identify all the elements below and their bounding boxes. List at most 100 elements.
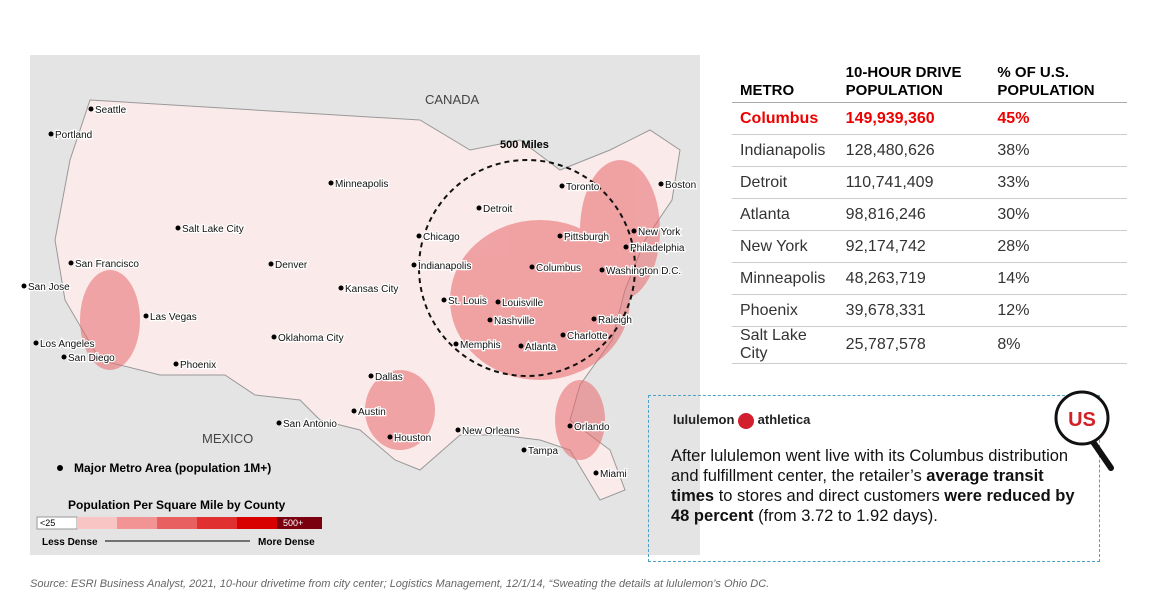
city-label: Washington D.C. bbox=[606, 266, 681, 277]
metro-dot bbox=[623, 244, 629, 250]
city-label: Los Angeles bbox=[40, 339, 95, 350]
metro-dot bbox=[21, 283, 27, 289]
metro-dot bbox=[271, 334, 277, 340]
table-row: Minneapolis 48,263,719 14% bbox=[732, 262, 1127, 295]
legend-less: Less Dense bbox=[42, 537, 98, 548]
table-row: Indianapolis 128,480,626 38% bbox=[732, 134, 1127, 167]
city-label: Dallas bbox=[375, 372, 403, 383]
table-row: Columbus 149,939,360 45% bbox=[732, 102, 1127, 135]
metro-dot bbox=[143, 313, 149, 319]
metro-dot bbox=[268, 261, 274, 267]
metro-dot bbox=[338, 285, 344, 291]
metro-dot bbox=[495, 299, 501, 305]
metro-dot bbox=[453, 341, 459, 347]
table-cell: Atlanta bbox=[732, 198, 838, 231]
metro-dot bbox=[658, 181, 664, 187]
city-label: Boston bbox=[665, 180, 696, 191]
city-label: Minneapolis bbox=[335, 179, 388, 190]
city-label: Raleigh bbox=[598, 315, 632, 326]
legend-low: <25 bbox=[40, 518, 55, 528]
metro-dot bbox=[175, 225, 181, 231]
source: Source: ESRI Business Analyst, 2021, 10-… bbox=[30, 578, 770, 590]
metro-dot bbox=[416, 233, 422, 239]
table-header: METRO bbox=[732, 62, 838, 103]
table-cell: Detroit bbox=[732, 166, 838, 199]
metro-dot bbox=[529, 264, 535, 270]
metro-dot bbox=[33, 340, 39, 346]
metro-dot bbox=[455, 427, 461, 433]
metro-dot bbox=[518, 343, 524, 349]
metro-dot bbox=[593, 470, 599, 476]
city-label: Seattle bbox=[95, 105, 127, 116]
table-cell: 8% bbox=[989, 326, 1127, 364]
city-label: Chicago bbox=[423, 232, 460, 243]
metro-dot bbox=[173, 361, 179, 367]
city-label: Orlando bbox=[574, 422, 610, 433]
metro-dot bbox=[591, 316, 597, 322]
city-label: Miami bbox=[600, 469, 627, 480]
metro-dot bbox=[48, 131, 54, 137]
density bbox=[80, 160, 660, 460]
city-label: Columbus bbox=[536, 263, 581, 274]
table-cell: 45% bbox=[989, 102, 1127, 135]
table-header: 10-HOUR DRIVE POPULATION bbox=[837, 62, 990, 103]
legend-dot bbox=[57, 465, 63, 471]
metro-dot bbox=[599, 267, 605, 273]
metro-dot bbox=[487, 317, 493, 323]
legend-scale bbox=[36, 516, 322, 530]
city-label: Denver bbox=[275, 260, 308, 271]
city-label: St. Louis bbox=[448, 296, 487, 307]
table-cell: 39,678,331 bbox=[837, 294, 990, 327]
table-cell: 48,263,719 bbox=[837, 262, 990, 295]
badge-text: US bbox=[1068, 409, 1096, 431]
brand: lululemon athletica bbox=[673, 412, 810, 429]
legend-high: 500+ bbox=[283, 518, 303, 528]
callout-text: to stores and direct customers bbox=[714, 487, 945, 505]
table-cell: 128,480,626 bbox=[837, 134, 990, 167]
metro-dot bbox=[560, 332, 566, 338]
table-row: Atlanta 98,816,246 30% bbox=[732, 198, 1127, 231]
table-cell: 92,174,742 bbox=[837, 230, 990, 263]
metro-dot bbox=[387, 434, 393, 440]
legend-label: Major Metro Area (population 1M+) bbox=[74, 461, 271, 475]
city-label: San Antonio bbox=[283, 419, 337, 430]
table-cell: 28% bbox=[989, 230, 1127, 263]
table-row: Salt Lake City 25,787,578 8% bbox=[732, 326, 1127, 364]
city-label: Nashville bbox=[494, 316, 535, 327]
callout-text: (from 3.72 to 1.92 days). bbox=[753, 507, 938, 525]
city-label: Kansas City bbox=[345, 284, 398, 295]
metro-dot bbox=[351, 408, 357, 414]
table-row: Detroit 110,741,409 33% bbox=[732, 166, 1127, 199]
city-label: Phoenix bbox=[180, 360, 216, 371]
table-cell: Phoenix bbox=[732, 294, 838, 327]
table-cell: 25,787,578 bbox=[837, 326, 990, 364]
metro-dot bbox=[476, 205, 482, 211]
city-label: Austin bbox=[358, 407, 386, 418]
table-cell: 30% bbox=[989, 198, 1127, 231]
city-label: San Francisco bbox=[75, 259, 139, 270]
table-header: % OF U.S. POPULATION bbox=[989, 62, 1127, 103]
city-label: Charlotte bbox=[567, 331, 608, 342]
city-label: Tampa bbox=[528, 446, 558, 457]
metro-dot bbox=[88, 106, 94, 112]
table-cell: 149,939,360 bbox=[837, 102, 990, 135]
table-cell: Indianapolis bbox=[732, 134, 838, 167]
table-cell: 14% bbox=[989, 262, 1127, 295]
legend-more: More Dense bbox=[258, 537, 315, 548]
badge: US bbox=[1054, 390, 1114, 471]
brand-name: lululemon bbox=[673, 412, 735, 427]
radius-circle bbox=[418, 159, 636, 377]
metro-dot bbox=[61, 354, 67, 360]
table-cell: 12% bbox=[989, 294, 1127, 327]
legend-title: Population Per Square Mile by County bbox=[68, 498, 286, 512]
city-label: Houston bbox=[394, 433, 431, 444]
map: 500 Miles CANADA MEXICO Seattle Portland M… bbox=[21, 55, 700, 555]
region-label: CANADA bbox=[425, 92, 480, 107]
callout: lululemon athletica After lululemon went… bbox=[648, 390, 1114, 562]
metro-dot bbox=[411, 262, 417, 268]
city-label: New York bbox=[638, 227, 681, 238]
callout-body: After lululemon went live with its Colum… bbox=[671, 446, 1081, 526]
metro-dot bbox=[521, 447, 527, 453]
city-label: Toronto bbox=[566, 182, 600, 193]
